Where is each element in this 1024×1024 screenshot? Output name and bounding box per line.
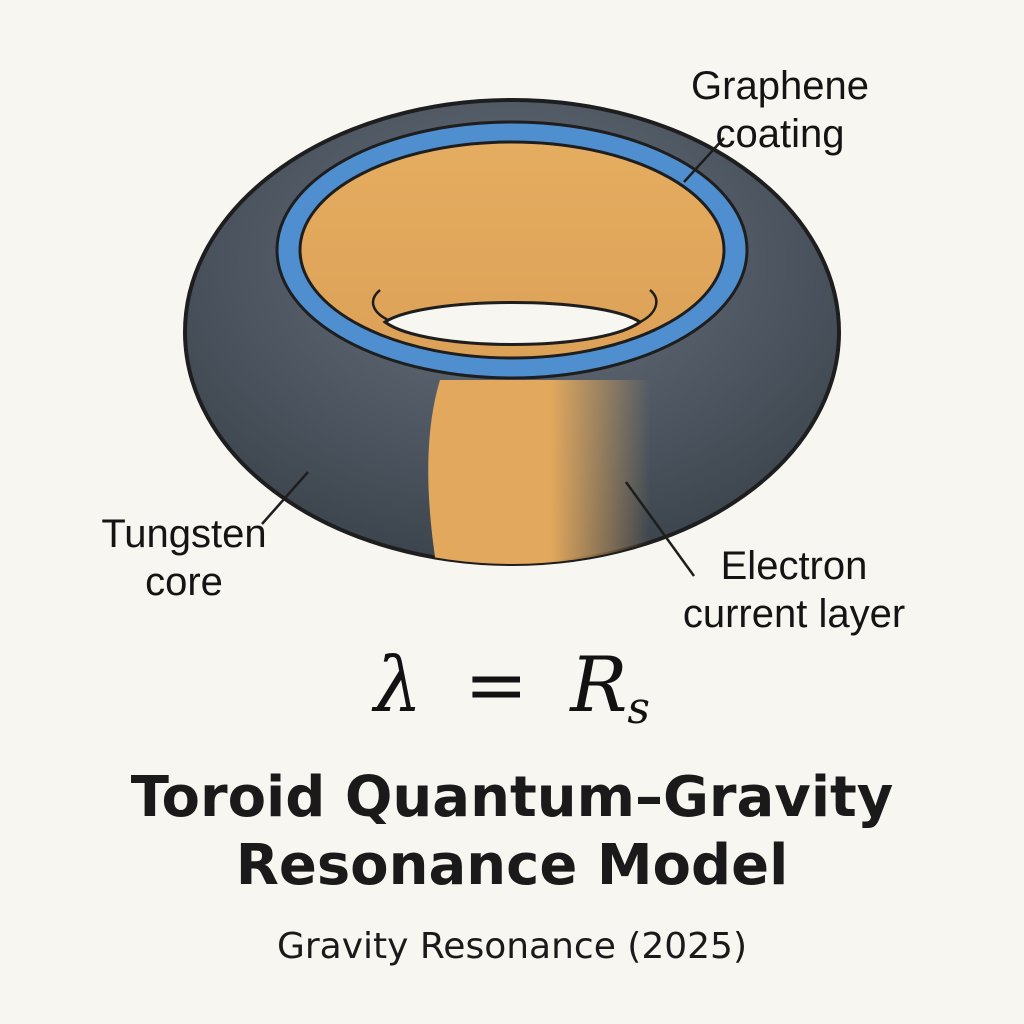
electron-label-line1: Electron: [720, 544, 868, 588]
subtitle: Gravity Resonance (2025): [276, 926, 748, 967]
formula: λ = Rs: [0, 640, 1024, 742]
electron-leader-line: [624, 481, 696, 577]
graphene-leader-line: [683, 137, 725, 183]
formula-rhs-subscript: s: [627, 683, 651, 734]
tungsten-label: Tungsten core: [84, 510, 284, 606]
graphene-label-line1: Graphene: [691, 64, 869, 108]
inner-curl-right: [639, 289, 658, 324]
electron-current-band: [428, 380, 650, 564]
graphene-label: Graphene coating: [670, 62, 890, 158]
electron-label-line2: current layer: [682, 592, 906, 636]
graphene-label-line2: coating: [715, 112, 845, 156]
formula-lhs: λ: [373, 640, 423, 729]
tungsten-leader-line: [261, 471, 309, 525]
formula-operator: =: [464, 640, 529, 729]
formula-rhs: R: [570, 640, 628, 729]
inner-curl-left: [371, 289, 389, 322]
title-line2: Resonance Model: [235, 833, 789, 898]
tungsten-label-line1: Tungsten: [101, 512, 267, 556]
tungsten-label-line2: core: [145, 560, 223, 604]
inner-hole-surface: [298, 140, 726, 360]
electron-label: Electron current layer: [654, 542, 934, 638]
page-title: Toroid Quantum–Gravity Resonance Model: [0, 764, 1024, 900]
title-line1: Toroid Quantum–Gravity: [130, 765, 894, 830]
